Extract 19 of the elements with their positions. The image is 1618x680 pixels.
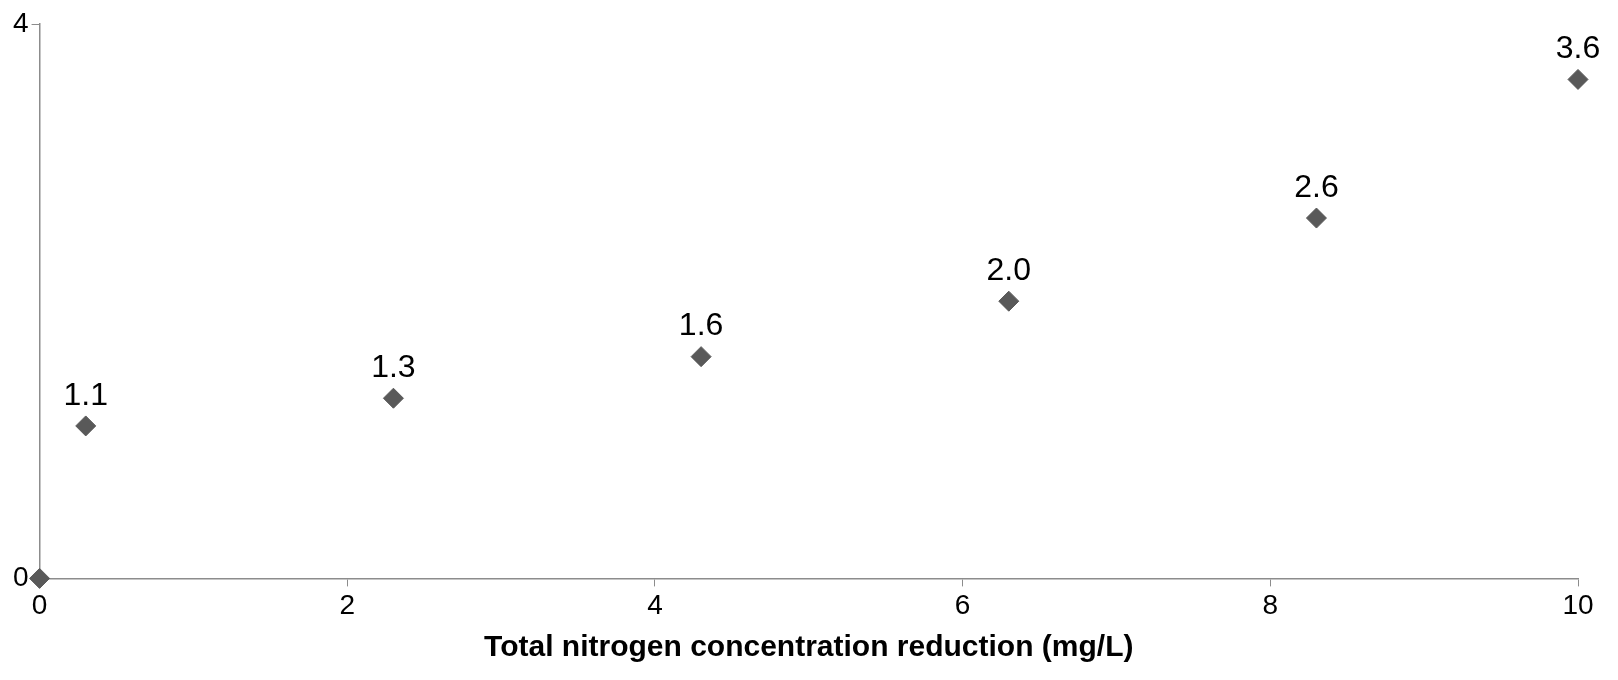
point [690, 346, 712, 368]
x-tick-label: 10 [1562, 588, 1594, 620]
point [29, 567, 51, 589]
data-label: 1.1 [63, 375, 108, 412]
data-label: 2.6 [1294, 167, 1339, 204]
point [1305, 207, 1327, 229]
point [382, 387, 404, 409]
x-axis-title: Total nitrogen concentration reduction (mg/L) [484, 629, 1134, 663]
data-label: 3.6 [1555, 29, 1601, 66]
data-label: 2.0 [986, 251, 1032, 288]
x-tick-label: 2 [339, 588, 356, 620]
x-tick-label: 4 [647, 588, 663, 620]
data-label: 1.6 [678, 306, 724, 343]
point [1567, 68, 1589, 90]
x-tick-label: 8 [1262, 588, 1279, 620]
x-tick-label: 6 [954, 588, 971, 620]
point [75, 415, 97, 437]
point [998, 290, 1020, 312]
data-label: 1.3 [371, 348, 416, 385]
